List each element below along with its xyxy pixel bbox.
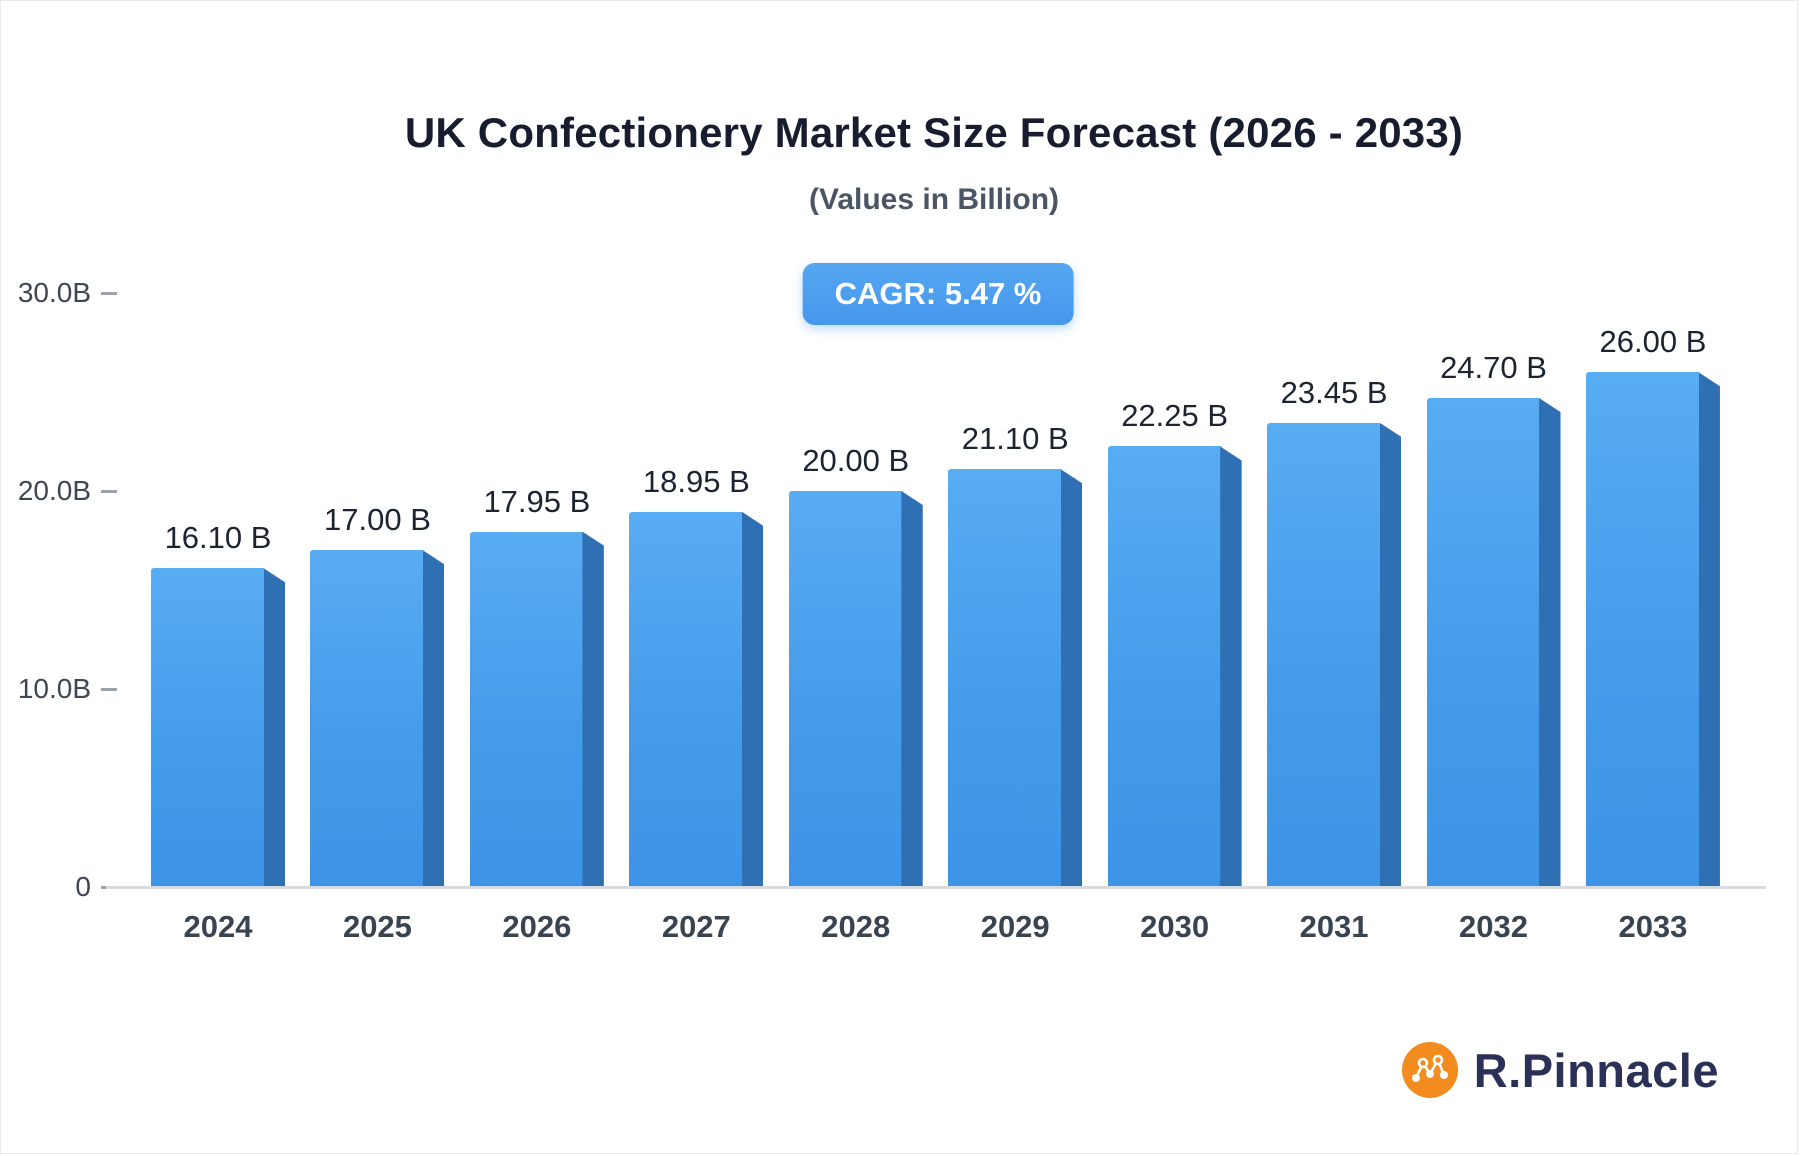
bar-face-2031 (1267, 422, 1381, 887)
bar-value-label-2029: 21.10 B (961, 421, 1069, 457)
y-tick-label-20.0B: 20.0B (17, 475, 91, 506)
bar-value-label-2033: 26.00 B (1599, 324, 1707, 360)
plot-area: 0 10.0B 20.0B 30.0B 16.10 B 2024 17.00 B 2025 1… (18, 277, 1766, 944)
bar-group-2026: 17.95 B 2026 (469, 293, 604, 944)
bar-2027 (629, 511, 764, 887)
x-tick-label-2032: 2032 (1459, 909, 1528, 944)
logo-text: R.Pinnacle (1473, 1043, 1719, 1097)
bar-value-label-2028: 20.00 B (802, 443, 910, 478)
y-tick-30.0B: 30.0B (18, 277, 117, 309)
x-tick-label-2033: 2033 (1618, 909, 1688, 944)
bar-group-2032: 24.70 B 2032 (1426, 293, 1561, 944)
bar-side-face-2029 (1060, 469, 1083, 887)
brand-logo: R.Pinnacle (1401, 1042, 1719, 1098)
bar-2028 (788, 491, 923, 887)
bar-2030 (1107, 446, 1242, 887)
bar-face-2028 (788, 491, 903, 887)
bar-group-2031: 23.45 B 2031 (1267, 293, 1402, 944)
cagr-badge: CAGR: 5.47 % (802, 263, 1074, 325)
bar-face-2030 (1107, 446, 1222, 887)
bar-side-face-2032 (1539, 397, 1561, 887)
x-axis-line (106, 886, 1766, 889)
bar-2029 (948, 469, 1083, 887)
bar-2032 (1426, 397, 1561, 887)
bar-group-2033: 26.00 B 2033 (1585, 293, 1720, 944)
bar-2025 (310, 550, 445, 887)
bar-face-2027 (629, 511, 744, 887)
bar-value-label-2027: 18.95 B (642, 463, 750, 499)
bar-group-2029: 21.10 B 2029 (948, 293, 1083, 944)
x-tick-label-2028: 2028 (821, 909, 891, 944)
bar-group-2028: 20.00 B 2028 (788, 293, 923, 944)
x-tick-label-2026: 2026 (502, 909, 572, 944)
x-tick-label-2025: 2025 (342, 909, 412, 944)
bar-value-label-2032: 24.70 B (1440, 349, 1547, 385)
bar-2033 (1585, 372, 1720, 887)
x-tick-label-2024: 2024 (183, 909, 253, 944)
y-tick-mark (101, 291, 117, 295)
chart-subtitle: (Values in Billion) (808, 183, 1060, 216)
bar-side-face-2026 (582, 531, 604, 887)
bar-value-label-2025: 17.00 B (324, 502, 431, 538)
bar-group-2024: 16.10 B 2024 (151, 293, 285, 944)
bar-group-2027: 18.95 B 2027 (629, 293, 764, 944)
bar-face-2029 (948, 469, 1063, 887)
bar-side-face-2028 (901, 491, 923, 887)
x-tick-label-2030: 2030 (1140, 909, 1210, 944)
x-tick-label-2029: 2029 (980, 909, 1050, 944)
bar-2031 (1267, 422, 1402, 887)
y-tick-label-10.0B: 10.0B (17, 673, 91, 704)
bars-container: 16.10 B 2024 17.00 B 2025 17.95 B 2026 18.95 B… (151, 293, 1756, 944)
y-tick-10.0B: 10.0B (18, 673, 117, 705)
bar-face-2024 (151, 568, 265, 887)
logo-icon (1401, 1042, 1458, 1098)
y-tick-mark (101, 687, 117, 691)
bar-value-label-2026: 17.95 B (483, 483, 591, 519)
bar-side-face-2030 (1220, 446, 1242, 887)
y-tick-label-0: 0 (75, 871, 91, 902)
chart-title: UK Confectionery Market Size Forecast (2… (404, 109, 1464, 156)
bar-group-2025: 17.00 B 2025 (310, 293, 445, 944)
bar-face-2032 (1426, 397, 1541, 887)
y-tick-mark (101, 489, 117, 493)
bar-face-2033 (1585, 372, 1700, 887)
bar-2026 (469, 531, 604, 887)
bar-side-face-2027 (741, 511, 764, 887)
bar-group-2030: 22.25 B 2030 (1107, 293, 1242, 944)
chart-header: UK Confectionery Market Size Forecast (2… (1, 109, 1797, 217)
y-tick-20.0B: 20.0B (18, 475, 117, 507)
x-tick-label-2031: 2031 (1299, 909, 1369, 944)
bar-value-label-2024: 16.10 B (164, 520, 272, 556)
bar-value-label-2030: 22.25 B (1121, 398, 1229, 434)
bar-side-face-2024 (263, 568, 285, 887)
bar-face-2026 (469, 531, 584, 887)
bar-side-face-2025 (423, 550, 445, 887)
bar-value-label-2031: 23.45 B (1280, 374, 1388, 410)
bar-2024 (151, 568, 285, 887)
bar-side-face-2031 (1379, 422, 1402, 887)
x-tick-label-2027: 2027 (661, 909, 731, 944)
bar-side-face-2033 (1698, 372, 1720, 887)
bar-face-2025 (310, 550, 425, 887)
y-tick-label-30.0B: 30.0B (17, 277, 91, 308)
